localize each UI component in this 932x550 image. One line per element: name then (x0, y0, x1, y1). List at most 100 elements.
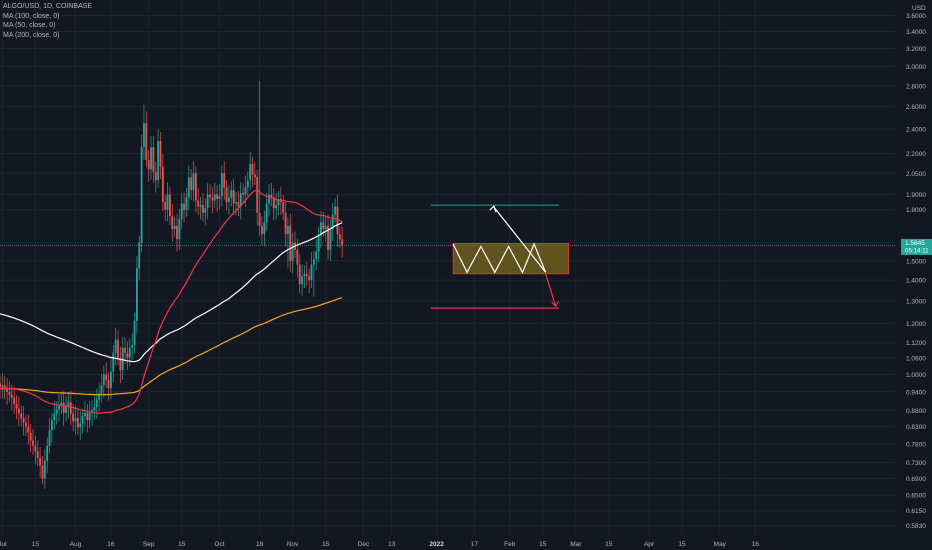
candle (265, 203, 268, 223)
candle (76, 418, 79, 428)
x-tick-label: Oct (214, 541, 224, 548)
x-tick-label: Dec (358, 541, 370, 548)
x-tick-label: 13 (388, 541, 396, 548)
candle (138, 242, 141, 269)
candle (211, 197, 214, 201)
candle (218, 196, 221, 200)
y-tick-label: 0.6500 (906, 493, 926, 500)
candle (336, 206, 339, 235)
candle (43, 460, 46, 479)
x-tick-label: Apr (644, 541, 655, 548)
candle (199, 205, 202, 207)
candle (223, 173, 226, 188)
candle (62, 402, 65, 413)
candle (305, 274, 308, 277)
drawings[interactable] (430, 204, 570, 309)
ma50-line (0, 189, 343, 414)
candle (298, 264, 301, 285)
x-tick-label: 15 (605, 541, 613, 548)
y-tick-label: 3.0000 (906, 64, 926, 71)
candle (194, 173, 197, 201)
candle (289, 225, 292, 261)
candle (268, 194, 270, 204)
candle (79, 423, 82, 428)
candle (166, 194, 169, 210)
y-tick-label: 1.5000 (906, 258, 926, 265)
candle (84, 412, 86, 417)
legend-ma200[interactable]: MA (200, close, 0) (3, 31, 60, 39)
candle (331, 214, 334, 230)
y-tick-label: 1.8000 (906, 207, 926, 214)
x-tick-label: Jul (0, 541, 7, 548)
candle (169, 194, 171, 217)
x-tick-label: 18 (256, 541, 264, 548)
candle (187, 177, 190, 198)
y-tick-label: 1.3000 (906, 298, 926, 305)
x-tick-label: 15 (539, 541, 547, 548)
candle (209, 194, 211, 198)
candle (176, 225, 178, 240)
candle (145, 123, 148, 160)
candle (13, 397, 16, 404)
candle (121, 347, 124, 371)
candle (324, 225, 327, 230)
candle (308, 276, 311, 281)
last-price-countdown: 05:14:11 (905, 247, 929, 254)
candle (39, 458, 42, 466)
candle (32, 440, 34, 446)
candle (46, 445, 49, 461)
y-tick-label: 2.4000 (906, 127, 926, 134)
candle (20, 413, 23, 419)
candle (91, 410, 93, 413)
candle (261, 225, 263, 235)
candles (0, 80, 344, 489)
candle (312, 258, 315, 265)
candle (263, 222, 266, 235)
candle (183, 203, 185, 210)
candle (161, 166, 164, 203)
y-tick-label: 0.8800 (906, 408, 926, 415)
candle (329, 229, 332, 250)
candle (320, 222, 322, 236)
candle (152, 147, 155, 172)
x-tick-label: Sep (143, 541, 155, 548)
y-tick-label: 3.6000 (906, 13, 926, 20)
candle (277, 199, 280, 206)
candle (128, 347, 131, 358)
x-tick-label: Aug (70, 541, 82, 548)
candle (192, 173, 195, 191)
candle (275, 205, 278, 209)
candle (291, 242, 294, 261)
candle (202, 205, 204, 213)
candle (173, 225, 176, 230)
candle (197, 200, 200, 207)
candle (72, 413, 75, 422)
candle (22, 418, 25, 423)
candle (81, 416, 84, 424)
candle (114, 339, 117, 353)
x-tick-label: 16 (752, 541, 760, 548)
moving-averages (0, 189, 343, 414)
legend-ma100[interactable]: MA (100, close, 0) (3, 12, 60, 20)
y-tick-label: 3.4000 (906, 29, 926, 36)
candle (282, 202, 285, 213)
x-tick-label: May (714, 541, 727, 548)
legend-ma50[interactable]: MA (50, close, 0) (3, 22, 56, 29)
candle (119, 358, 122, 371)
candle (178, 219, 181, 240)
candle (88, 412, 91, 421)
y-tick-label: 0.5830 (906, 523, 926, 530)
candle (69, 402, 72, 414)
candle (310, 264, 313, 281)
candle (150, 147, 152, 170)
y-axis-currency: USD (912, 5, 926, 12)
candle (25, 422, 27, 427)
candle (65, 406, 67, 413)
candle (341, 239, 344, 246)
zigzag-path (452, 206, 547, 274)
x-tick-label: 15 (32, 541, 40, 548)
candle (216, 194, 219, 200)
candle (246, 180, 249, 188)
legend-symbol[interactable]: ALGO/USD, 1D, COINBASE (3, 3, 93, 10)
